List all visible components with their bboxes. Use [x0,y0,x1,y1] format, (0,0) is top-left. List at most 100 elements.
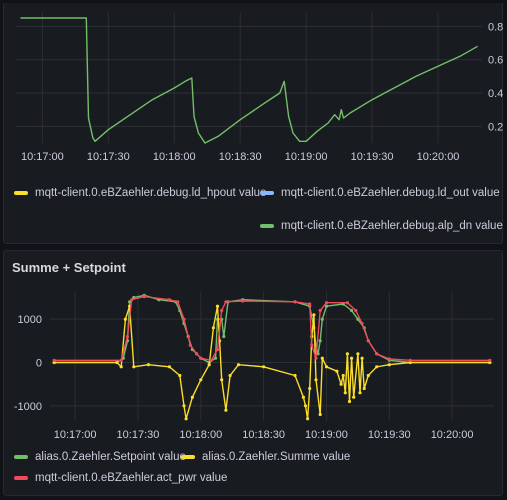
data-point [128,300,132,304]
series-line [54,294,490,364]
legend-label: mqtt-client.0.eBZaehler.debug.ld_hpout v… [35,187,267,199]
data-point [366,373,370,378]
data-point [184,417,188,421]
data-point [345,352,349,356]
data-point [115,360,119,365]
legend-item-ld-hpout[interactable]: mqtt-client.0.eBZaehler.debug.ld_hpout v… [14,187,266,199]
legend-label: alias.0.Zaehler.Setpoint value [35,451,186,463]
data-point [316,352,320,356]
y-tick-label: 0.4 [488,88,503,100]
legend-item-ld-out[interactable]: mqtt-client.0.eBZaehler.debug.ld_out val… [260,187,500,199]
data-point [354,308,358,313]
data-point [207,363,211,367]
data-point [375,365,379,369]
data-point [190,395,194,399]
data-point [213,356,218,360]
data-point [125,334,130,339]
data-point [335,369,339,373]
data-point [375,352,379,356]
legend-swatch [14,455,28,459]
y-tick-label: 0 [36,358,42,370]
data-point [387,357,391,361]
legend-swatch [260,191,274,195]
x-tick-label: 10:19:00 [285,151,328,163]
data-point [178,373,182,378]
x-tick-label: 10:19:00 [305,429,348,441]
legend-swatch [260,224,274,228]
chart-panel-summe-setpoint: Summe + Setpoint -1000 0 1000 10:17:00 10:17… [3,250,503,496]
data-point [347,399,352,404]
data-point [318,339,322,343]
data-point [308,302,312,306]
x-tick-label: 10:17:30 [87,151,130,163]
x-tick-label: 10:20:00 [431,429,474,441]
data-point [262,365,266,369]
data-point [132,365,136,369]
x-tick-label: 10:17:00 [21,151,64,163]
data-point [123,317,127,321]
legend-item-summe[interactable]: alias.0.Zaehler.Summe value [181,451,350,463]
debug-line-chart: 0.2 0.4 0.6 0.8 10:17:00 10:17:30 10:18:00 10:1… [16,13,503,163]
series-line [20,17,478,144]
data-point [142,295,146,299]
data-point [211,326,215,330]
data-point [188,343,192,347]
legend-item-setpoint[interactable]: alias.0.Zaehler.Setpoint value [14,451,186,463]
data-point [130,298,134,302]
y-tick-label: 1000 [18,314,42,326]
data-point [324,365,329,369]
legend-swatch [181,455,195,459]
data-point [215,347,220,352]
series-line [54,305,490,420]
x-tick-label: 10:19:30 [368,429,411,441]
data-point [52,358,56,362]
series-line [54,295,490,361]
data-point [358,391,362,395]
data-point [220,378,224,382]
legend-item-act-pwr[interactable]: mqtt-client.0.eBZaehler.act_pwr value [14,472,227,484]
data-point [343,391,347,395]
y-tick-label: 0.6 [488,55,503,67]
data-point [320,356,324,360]
data-point [182,404,186,408]
data-point [241,299,245,303]
data-point [350,308,354,313]
data-point [314,378,318,382]
data-point [362,386,366,391]
data-point [222,334,226,339]
data-point [224,408,228,412]
summe-setpoint-line-chart: -1000 0 1000 10:17:00 10:17:30 10:18:00 10:18:… [14,291,494,441]
data-point [360,356,364,360]
x-tick-label: 10:20:00 [417,151,460,163]
data-point [293,373,297,378]
data-point [350,356,354,360]
data-point [356,317,360,321]
chart-panel-debug: 0.2 0.4 0.6 0.8 10:17:00 10:17:30 10:18:00 10:1… [3,3,503,244]
legend-label: mqtt-client.0.eBZaehler.debug.alp_dn val… [281,220,503,232]
data-point [215,304,220,308]
data-point [356,352,360,356]
data-point [341,373,345,378]
data-point [324,301,329,305]
x-tick-label: 10:17:30 [117,429,160,441]
data-point [339,382,343,386]
data-point [301,395,305,399]
data-point [320,317,324,321]
data-point [195,352,199,356]
data-point [119,358,123,362]
data-point [318,412,322,417]
x-tick-label: 10:17:00 [54,429,97,441]
x-tick-label: 10:18:00 [179,429,222,441]
data-point [408,358,412,362]
legend-swatch [14,476,28,480]
data-point [176,300,180,304]
legend-swatch [14,191,28,195]
data-point [366,339,370,343]
data-point [488,358,492,362]
data-point [310,343,314,347]
data-point [352,395,356,399]
panel-title: Summe + Setpoint [12,260,126,275]
legend-item-alp-dn[interactable]: mqtt-client.0.eBZaehler.debug.alp_dn val… [260,220,503,232]
data-point [312,313,316,317]
data-point [199,378,203,382]
